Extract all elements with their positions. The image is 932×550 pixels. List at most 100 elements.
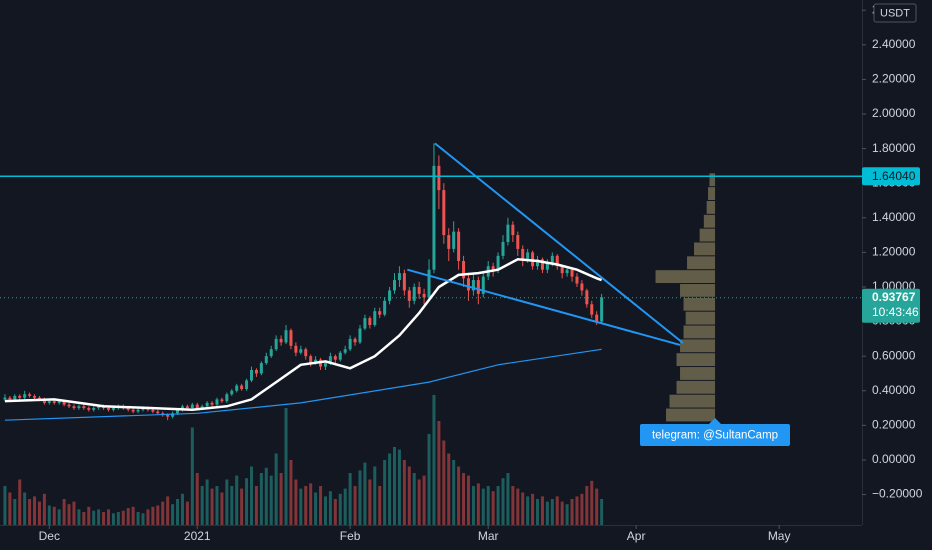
volume-bar [151,506,155,525]
candle-body [77,406,81,409]
volume-bar [180,493,184,525]
candle-body [210,402,214,405]
volume-bar [383,460,387,525]
annotation-text: telegram: @SultanCamp [652,430,778,442]
volume-bar [37,501,41,525]
candle-body [92,408,96,410]
candle-body [136,409,140,412]
candle-body [215,399,219,405]
volume-bar [269,475,273,525]
candle-body [457,231,461,262]
candle-body [412,286,416,301]
candle-body [254,370,258,374]
volume-bar [555,496,559,525]
volume-bar [521,492,525,525]
price-layer [0,142,862,421]
candle-body [338,352,342,360]
candle-body [536,259,540,267]
candle-body [506,224,510,243]
candle-body [3,397,7,400]
volume-bar [457,466,461,525]
candle-body [407,290,411,301]
volume-profile-bar [655,270,716,284]
candle-body [595,314,599,322]
candle-body [171,413,175,417]
y-tick-label: 2.00000 [872,106,916,120]
volume-profile-bar [683,325,716,339]
x-tick-label: Feb [340,529,361,543]
volume-bar [323,496,327,525]
volume-bar [215,486,219,525]
candle-body [195,404,199,409]
moving-average [4,258,603,412]
volume-bar [545,501,549,525]
candle-body [111,408,115,410]
candle-body [309,356,313,364]
volume-bar [338,493,342,525]
volume-bar [230,486,234,525]
candle-body [600,297,604,322]
volume-profile-layer [655,173,716,422]
candle-body [57,401,61,403]
candle-body [82,406,86,409]
candle-body [417,286,421,294]
volume-bar [299,488,303,525]
volume-profile-bar [683,297,716,311]
volume-bar [47,505,51,525]
candle-body [235,385,239,391]
candle-body [540,259,544,270]
y-tick-label: 0.60000 [872,348,916,362]
volume-profile-bar [685,311,716,325]
trendline [407,268,681,346]
volume-bar [3,486,7,525]
volume-bar [87,506,91,525]
candle-body [323,363,327,367]
candle-body [531,252,535,267]
volume-profile-bar [666,408,716,422]
volume-profile-bar [709,173,716,187]
candle-body [363,318,367,329]
candle-body [580,283,584,291]
y-tick-label: 1.80000 [872,141,916,155]
volume-bar [397,449,401,525]
candle-body [190,404,194,409]
candle-body [496,255,500,270]
volume-bar [407,466,411,525]
x-tick-label: May [768,529,791,543]
candle-body [33,395,37,398]
candle-body [545,262,549,270]
volume-bar [511,486,515,525]
volume-bar [363,462,367,525]
volume-bar [185,501,189,525]
y-tick-label: 0.20000 [872,418,916,432]
candle-body [427,269,431,298]
candle-body [462,261,466,279]
volume-bar [200,486,204,525]
candle-body [299,349,303,353]
volume-bar [486,486,490,525]
volume-bar [550,499,554,525]
volume-bar [402,460,406,525]
candle-body [333,356,337,360]
volume-bar [600,499,604,525]
volume-bar [565,504,569,525]
candle-body [185,406,189,409]
candle-body [570,269,574,277]
volume-bar [8,492,12,525]
volume-bar [412,473,416,525]
candle-body [264,356,268,364]
volume-bar [471,486,475,525]
candle-body [245,380,249,390]
volume-bar [442,440,446,525]
candle-body [205,402,209,407]
volume-bar [358,470,362,525]
candle-body [491,266,495,270]
volume-bar [259,473,263,525]
candle-body [279,338,283,343]
volume-bar [136,512,140,525]
y-tick-label: 1.20000 [872,245,916,259]
volume-bar [560,501,564,525]
y-tick-label: 2.40000 [872,37,916,51]
volume-bar [240,488,244,525]
volume-bar [235,475,239,525]
